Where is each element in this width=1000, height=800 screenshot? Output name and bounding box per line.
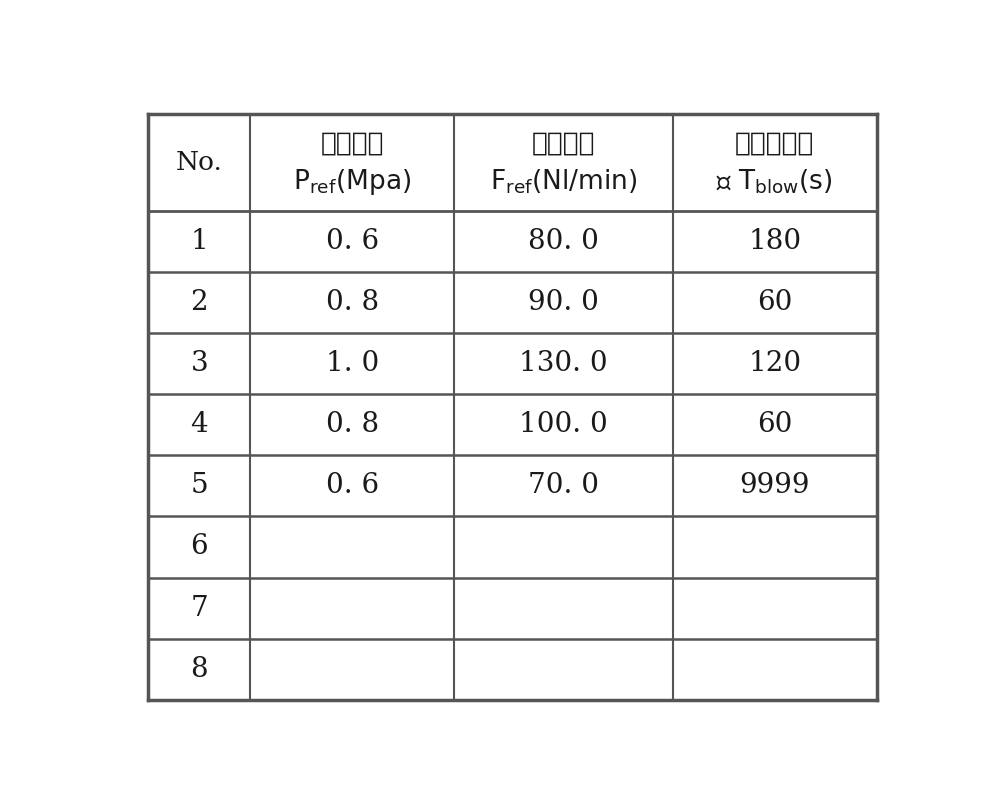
Text: 吹氩流量: 吹氩流量 [532,130,595,157]
Text: 9999: 9999 [740,472,810,499]
Text: 60: 60 [757,289,792,316]
Text: 1. 0: 1. 0 [326,350,379,378]
Text: 5: 5 [190,472,208,499]
Text: 80. 0: 80. 0 [528,228,599,255]
Text: 2: 2 [190,289,208,316]
Text: 7: 7 [190,594,208,622]
Text: 吹氩持续时: 吹氩持续时 [735,130,814,157]
Text: 70. 0: 70. 0 [528,472,599,499]
Text: 1: 1 [190,228,208,255]
Text: 3: 3 [190,350,208,378]
Text: 0. 8: 0. 8 [326,289,379,316]
Text: 0. 6: 0. 6 [326,472,379,499]
Text: 90. 0: 90. 0 [528,289,599,316]
Text: 0. 6: 0. 6 [326,228,379,255]
Text: $\mathregular{P_{ref}}$(Mpa): $\mathregular{P_{ref}}$(Mpa) [293,167,411,197]
Text: 间 $\mathregular{T_{blow}}$(s): 间 $\mathregular{T_{blow}}$(s) [716,168,833,196]
Text: 60: 60 [757,411,792,438]
Text: 吹氩压力: 吹氩压力 [320,130,384,157]
Text: 6: 6 [190,534,208,561]
Text: 120: 120 [748,350,801,378]
Text: 8: 8 [190,656,208,682]
Text: 0. 8: 0. 8 [326,411,379,438]
Text: $\mathregular{F_{ref}}$(Nl/min): $\mathregular{F_{ref}}$(Nl/min) [490,168,637,196]
Text: 4: 4 [190,411,208,438]
Text: No.: No. [176,150,223,175]
Text: 130. 0: 130. 0 [519,350,608,378]
Text: 100. 0: 100. 0 [519,411,608,438]
Text: 180: 180 [748,228,801,255]
